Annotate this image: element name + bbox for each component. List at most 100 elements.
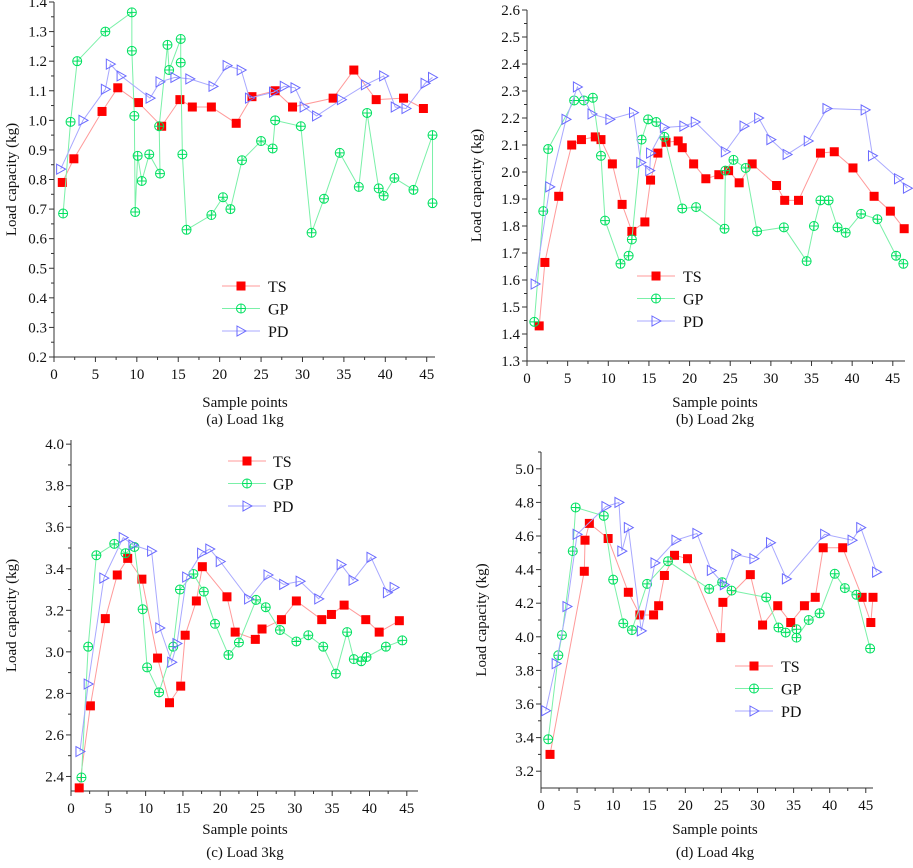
y-tick-label: 3.8 (45, 479, 64, 495)
pd-marker (182, 571, 193, 583)
gp-marker-cross (223, 650, 233, 660)
legend-label-pd: PD (268, 324, 288, 341)
ts-marker (399, 93, 409, 103)
ts-marker (100, 614, 110, 624)
gp-marker-cross (175, 585, 185, 595)
gp-marker-cross (815, 608, 825, 618)
pd-marker (671, 534, 682, 547)
gp-marker-cross (615, 259, 625, 269)
pd-marker (295, 575, 307, 588)
gp-marker-cross (898, 259, 908, 269)
gp-marker-cross (354, 182, 364, 192)
y-tick-label: 0.8 (28, 173, 47, 189)
pd-marker (893, 172, 905, 185)
gp-marker-cross (618, 618, 628, 628)
gp-marker-cross (296, 121, 306, 131)
gp-marker-cross (543, 144, 553, 154)
chart-caption: (d) Load 4kg (676, 845, 755, 861)
series-ts (57, 65, 428, 187)
pd-marker (99, 572, 110, 584)
pd-marker (147, 545, 158, 557)
ts-marker (716, 633, 726, 643)
pd-marker (268, 86, 280, 99)
chart-panel-1: 0 5 10 15 20 25 30 35 40 45 1.3 1.4 1.5 1.6 1.7 1.8 1.9 2… (469, 3, 913, 428)
pd-marker (75, 745, 86, 758)
pd-marker (236, 325, 248, 337)
y-tick-label: 1.5 (501, 300, 520, 316)
gp-marker-cross (109, 539, 119, 549)
y-tick-label: 0.7 (28, 202, 47, 218)
ts-marker (222, 592, 232, 602)
x-tick-label: 10 (138, 801, 153, 817)
pd-marker (116, 70, 128, 82)
gp-marker-cross (162, 40, 172, 50)
chart-caption: (b) Load 2kg (676, 412, 755, 428)
x-tick-label: 35 (804, 371, 819, 387)
gp-marker-cross (791, 633, 801, 643)
gp-marker-cross (127, 46, 137, 56)
gp-marker-cross (663, 556, 673, 566)
pd-line (545, 501, 878, 711)
gp-marker-cross (815, 195, 825, 205)
ts-marker (670, 550, 680, 560)
pd-marker (530, 278, 542, 290)
gp-marker-cross (381, 642, 391, 652)
pd-marker (236, 64, 248, 76)
gp-marker-cross (362, 652, 372, 662)
pd-marker (646, 147, 657, 159)
y-tick-label: 2.4 (45, 769, 64, 785)
pd-marker (587, 108, 599, 120)
pd-marker (645, 164, 656, 177)
x-tick-label: 10 (129, 367, 144, 383)
pd-marker (872, 566, 883, 578)
pd-marker (636, 156, 647, 169)
y-tick-label: 2.3 (501, 84, 520, 100)
gp-marker-cross (781, 628, 791, 638)
ts-marker (113, 83, 123, 93)
ts-marker (596, 135, 606, 145)
gp-marker-cross (791, 624, 801, 634)
gp-marker-cross (225, 204, 235, 214)
ts-marker (868, 592, 878, 602)
pd-marker (170, 71, 181, 84)
ts-marker (69, 154, 79, 164)
ts-marker (749, 661, 759, 671)
gp-marker-cross (237, 155, 247, 165)
ts-marker (683, 554, 693, 564)
y-tick-label: 0.9 (28, 143, 47, 159)
ts-marker (580, 535, 590, 545)
ts-marker (317, 615, 327, 625)
ts-marker (236, 281, 246, 291)
gp-marker-cross (397, 635, 407, 645)
x-tick-label: 15 (175, 801, 190, 817)
y-tick-label: 1.9 (501, 192, 520, 208)
x-tick-label: 35 (786, 798, 801, 814)
y-tick-label: 4.0 (515, 630, 534, 646)
legend-label-gp: GP (683, 292, 704, 309)
pd-marker (379, 70, 390, 82)
gp-marker-cross (704, 584, 714, 594)
pd-marker (719, 578, 731, 591)
ts-marker (153, 653, 163, 663)
gp-marker-cross (428, 198, 438, 208)
gp-line (62, 11, 434, 233)
pd-marker (390, 101, 402, 113)
x-tick-label: 30 (287, 801, 302, 817)
x-tick-label: 15 (171, 367, 186, 383)
pd-marker (551, 657, 563, 670)
ts-marker (206, 102, 216, 112)
gp-marker-cross (752, 226, 762, 236)
ts-marker (780, 195, 790, 205)
pd-marker (628, 106, 640, 119)
pd-marker (360, 78, 372, 91)
gp-marker-cross (643, 114, 653, 124)
legend-label-ts: TS (781, 659, 800, 676)
gp-marker-cross (408, 185, 418, 195)
gp-marker-cross (261, 602, 271, 612)
pd-marker (651, 315, 663, 327)
pd-marker (623, 521, 635, 534)
gp-marker-cross (91, 550, 101, 560)
pd-marker (244, 92, 256, 104)
gp-marker-cross (779, 222, 789, 232)
